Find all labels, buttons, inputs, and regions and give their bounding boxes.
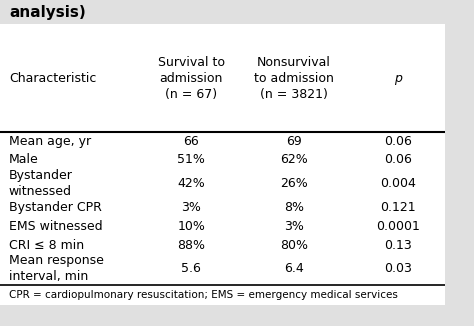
Text: Male: Male (9, 154, 39, 167)
Text: Bystander
witnessed: Bystander witnessed (9, 170, 73, 199)
Text: 66: 66 (183, 135, 199, 148)
Text: CPR = cardiopulmonary resuscitation; EMS = emergency medical services: CPR = cardiopulmonary resuscitation; EMS… (9, 290, 398, 300)
Text: Mean age, yr: Mean age, yr (9, 135, 91, 148)
Text: 0.06: 0.06 (384, 135, 412, 148)
Text: Characteristic: Characteristic (9, 72, 96, 85)
Text: 26%: 26% (280, 177, 308, 190)
Text: 5.6: 5.6 (182, 262, 201, 275)
Text: 0.121: 0.121 (381, 201, 416, 214)
Text: 10%: 10% (177, 220, 205, 233)
Text: 80%: 80% (280, 239, 308, 252)
Text: Nonsurvival
to admission
(n = 3821): Nonsurvival to admission (n = 3821) (254, 56, 334, 101)
Text: 8%: 8% (284, 201, 304, 214)
Text: Survival to
admission
(n = 67): Survival to admission (n = 67) (158, 56, 225, 101)
Text: 69: 69 (286, 135, 301, 148)
Text: 0.0001: 0.0001 (376, 220, 420, 233)
Text: 3%: 3% (182, 201, 201, 214)
Text: p: p (394, 72, 402, 85)
Text: Bystander CPR: Bystander CPR (9, 201, 102, 214)
Text: 88%: 88% (177, 239, 205, 252)
Text: 0.03: 0.03 (384, 262, 412, 275)
Text: 0.13: 0.13 (384, 239, 412, 252)
Text: Mean response
interval, min: Mean response interval, min (9, 255, 104, 284)
FancyBboxPatch shape (0, 0, 445, 24)
Text: EMS witnessed: EMS witnessed (9, 220, 102, 233)
Text: 0.06: 0.06 (384, 154, 412, 167)
Text: 62%: 62% (280, 154, 308, 167)
Text: 51%: 51% (177, 154, 205, 167)
Text: 0.004: 0.004 (381, 177, 416, 190)
Text: 42%: 42% (178, 177, 205, 190)
Text: 3%: 3% (284, 220, 304, 233)
Text: analysis): analysis) (9, 5, 86, 20)
Text: 6.4: 6.4 (284, 262, 304, 275)
Text: CRI ≤ 8 min: CRI ≤ 8 min (9, 239, 84, 252)
FancyBboxPatch shape (0, 24, 445, 305)
